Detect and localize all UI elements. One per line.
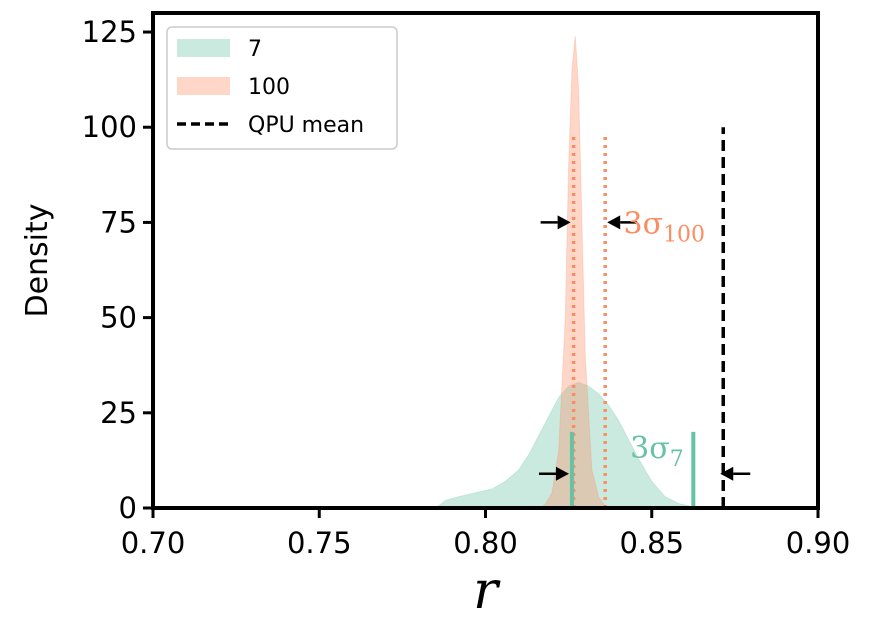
x-tick-label: 0.85 [619,526,684,560]
arrow-100-left-head [557,215,571,230]
y-tick-label: 0 [119,491,137,525]
annotation-subscript: 7 [670,447,684,472]
legend-label: QPU mean [248,113,364,138]
arrow-7-right-head [720,466,734,481]
x-axis-label: r [473,561,501,621]
y-axis-ticks: 0 25 50 75 100 125 [82,15,153,525]
y-tick-label: 50 [100,301,137,335]
x-axis-ticks: 0.70 0.75 0.80 0.85 0.90 [121,508,851,560]
density-area-series-100 [536,35,612,509]
interval-markers [569,134,696,508]
y-axis-label: Density [20,203,55,317]
y-tick-label: 125 [82,15,137,49]
y-tick-label: 100 [82,110,137,144]
legend-swatch [177,39,230,57]
annotation-3sigma-7: 3σ7 [630,431,684,472]
x-tick-label: 0.70 [121,526,186,560]
legend-label: 100 [248,75,290,100]
annotation-base: 3σ [623,206,663,241]
annotation-base: 3σ [630,431,670,466]
arrow-100-right-head [607,215,621,230]
arrow-annotations [538,215,751,481]
legend-box [166,26,398,150]
x-tick-label: 0.90 [786,526,851,560]
legend-label: 7 [248,37,262,62]
y-tick-label: 25 [100,396,137,430]
x-tick-label: 0.75 [287,526,352,560]
annotation-subscript: 100 [663,222,705,247]
annotation-3sigma-100: 3σ100 [623,206,705,247]
y-tick-label: 75 [100,205,137,239]
arrow-7-left-head [555,466,569,481]
x-tick-label: 0.80 [453,526,518,560]
legend: 7 100 QPU mean [166,26,398,150]
legend-swatch [177,77,230,95]
